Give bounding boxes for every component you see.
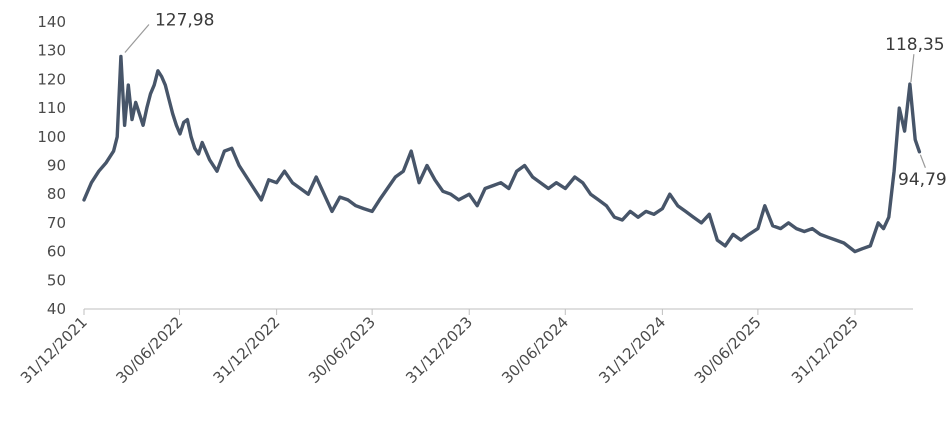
annotation-leader-line [124, 24, 150, 53]
y-tick-label: 40 [47, 300, 66, 318]
x-tick-label: 30/06/2022 [112, 313, 186, 387]
x-tick-label: 30/06/2025 [691, 313, 765, 387]
y-tick-label: 100 [37, 128, 66, 146]
x-axis: 31/12/2021 30/06/2022 31/12/2022 30/06/2023… [17, 308, 913, 387]
x-tick-label: 31/12/2024 [595, 313, 669, 387]
x-tick-label: 30/06/2023 [305, 313, 379, 387]
y-tick-label: 70 [47, 214, 66, 232]
annotation-label: 118,35 [885, 35, 944, 55]
y-tick-label: 110 [37, 99, 66, 117]
y-tick-label: 130 [37, 42, 66, 60]
x-tick-label: 30/06/2024 [498, 313, 572, 387]
x-tick-label: 31/12/2025 [788, 313, 862, 387]
price-series-line [82, 54, 922, 254]
series-layer [82, 54, 922, 254]
y-tick-label: 140 [37, 13, 66, 31]
y-tick-label: 80 [47, 185, 66, 203]
y-axis: 40 50 60 70 80 90 100 110 120 130 140 [37, 13, 66, 318]
y-tick-label: 90 [47, 157, 66, 175]
annotation-label: 127,98 [155, 10, 214, 30]
annotation-leader-line [919, 154, 926, 168]
x-tick-label: 31/12/2021 [17, 313, 91, 387]
y-tick-label: 60 [47, 243, 66, 261]
annotation-leader-line [910, 54, 915, 83]
y-tick-label: 120 [37, 70, 66, 88]
y-tick-label: 50 [47, 271, 66, 289]
annotation-layer: 127,98 118,35 94,79 [124, 10, 947, 190]
annotation-label: 94,79 [898, 170, 947, 190]
x-tick-label: 31/12/2022 [210, 313, 284, 387]
x-tick-label: 31/12/2023 [402, 313, 476, 387]
